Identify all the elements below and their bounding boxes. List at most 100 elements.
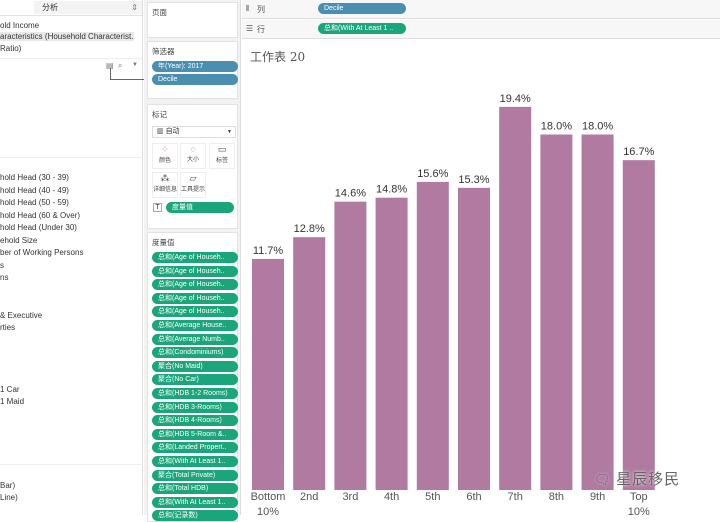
x-tick-label: 9th xyxy=(590,491,605,503)
data-label: 14.6% xyxy=(335,188,366,200)
filter-pill-decile[interactable]: Decile xyxy=(152,74,238,85)
filter-pill-year[interactable]: 年(Year): 2017 xyxy=(152,61,238,72)
pages-card[interactable]: 页面 xyxy=(147,2,238,38)
measure-pill[interactable]: 总和(HDB 5-Room &.. xyxy=(152,428,238,440)
x-tick-label: 5th xyxy=(425,491,440,503)
x-tick-label: Bottom xyxy=(251,491,286,503)
data-label: 19.4% xyxy=(500,93,531,105)
pane-tabs: 分析 ⇕ xyxy=(0,0,143,16)
divider xyxy=(0,464,143,465)
filters-card[interactable]: 筛选器 年(Year): 2017 Decile xyxy=(147,41,238,99)
measure-pill[interactable]: 聚合(No Maid) xyxy=(152,360,238,372)
field-item[interactable]: hold Head (50 - 59) xyxy=(0,198,69,207)
sort-icon[interactable]: ⇕ xyxy=(131,3,138,12)
detail-button[interactable]: ⁂ 详细信息 xyxy=(152,172,178,198)
bar[interactable] xyxy=(540,134,573,491)
measure-pill[interactable]: 总和(HDB 4-Rooms) xyxy=(152,415,238,427)
rows-label: 行 xyxy=(257,25,265,34)
measure-pill[interactable]: 总和(HDB 3-Rooms) xyxy=(152,401,238,413)
divider xyxy=(0,157,143,158)
tooltip-button[interactable]: ▱ 工具提示 xyxy=(180,172,206,198)
measure-pill[interactable]: 总和(Total HDB) xyxy=(152,483,238,495)
x-tick-label: Top xyxy=(630,491,648,503)
field-item[interactable]: Ratio) xyxy=(0,44,22,53)
bar[interactable] xyxy=(293,237,326,490)
connector-line xyxy=(110,79,148,80)
bar[interactable] xyxy=(458,187,490,490)
x-tick-label: 4th xyxy=(384,491,399,503)
bar[interactable] xyxy=(416,181,449,490)
columns-pill-decile[interactable]: Decile xyxy=(318,3,406,14)
measure-pill[interactable]: 总和(记录数) xyxy=(152,510,238,522)
field-item[interactable]: 1 Car xyxy=(0,385,20,394)
measure-pill[interactable]: 总和(Age of Househ.. xyxy=(152,265,238,277)
measure-pill[interactable]: 总和(Age of Househ.. xyxy=(152,306,238,318)
field-item[interactable]: old Income xyxy=(0,21,40,30)
field-item[interactable]: s xyxy=(0,261,4,270)
connector-line xyxy=(110,68,111,79)
size-button[interactable]: ◌ 大小 xyxy=(180,143,206,169)
field-item[interactable]: hold Head (40 - 49) xyxy=(0,186,69,195)
text-label-icon: T xyxy=(153,203,162,212)
data-label: 12.8% xyxy=(294,223,325,235)
bar[interactable] xyxy=(375,197,408,490)
watermark-logo: 🗨 星辰移民 xyxy=(594,468,680,489)
columns-label: 列 xyxy=(257,5,265,14)
measure-pill[interactable]: 总和(Age of Househ.. xyxy=(152,252,238,263)
measure-pill[interactable]: 总和(HDB 1-2 Rooms) xyxy=(152,388,238,399)
measure-pill[interactable]: 总和(Average Numb.. xyxy=(152,333,238,345)
x-tick-label: 7th xyxy=(508,491,523,503)
field-item[interactable]: hold Head (60 & Over) xyxy=(0,211,81,220)
measure-pill[interactable]: 总和(Average House.. xyxy=(152,320,238,331)
tab-label: 分析 xyxy=(42,3,58,12)
measure-pill[interactable]: 总和(With At Least 1.. xyxy=(152,496,238,508)
bar[interactable] xyxy=(334,201,367,490)
measure-pill[interactable]: 聚合(Total Private) xyxy=(152,469,238,481)
field-item[interactable]: hold Head (30 - 39) xyxy=(0,173,69,182)
measure-pill[interactable]: 总和(Landed Propert.. xyxy=(152,442,238,454)
measure-pill[interactable]: 聚合(No Car) xyxy=(152,374,238,386)
bar[interactable] xyxy=(499,106,532,490)
data-label: 11.7% xyxy=(253,245,284,257)
measure-pill[interactable]: 总和(Condominiums) xyxy=(152,347,238,359)
bar[interactable] xyxy=(252,258,284,490)
field-item[interactable]: hold Head (Under 30) xyxy=(0,223,77,232)
data-label: 16.7% xyxy=(623,146,654,158)
sheet-title: 工作表 20 xyxy=(250,50,306,64)
rows-pill-measure[interactable]: 总和(With At Least 1 .. xyxy=(318,23,406,34)
dropdown-arrow-icon[interactable]: ▼ xyxy=(132,62,138,68)
color-button[interactable]: ⁘ 颜色 xyxy=(152,143,178,169)
label-button[interactable]: ▭ 标签 xyxy=(209,143,235,169)
tab-analysis[interactable]: 分析 ⇕ xyxy=(34,1,142,14)
data-label: 15.3% xyxy=(458,174,489,186)
measure-pill[interactable]: 总和(Age of Househ.. xyxy=(152,279,238,291)
field-item[interactable]: Bar) xyxy=(0,481,16,490)
columns-shelf[interactable]: ⫴ 列 Decile xyxy=(242,0,720,19)
mark-type-value: 自动 xyxy=(165,128,180,135)
measure-values-label-pill[interactable]: 度量值 xyxy=(166,202,234,213)
field-item[interactable]: aracteristics (Household Characterist... xyxy=(0,32,134,41)
bar-chart: 11.7% Bottom 10% 12.8% 2nd 14.6% 3rd 14.8% 4th 15… xyxy=(246,93,716,515)
bar[interactable] xyxy=(622,160,655,491)
wechat-icon: 🗨 xyxy=(594,472,617,487)
grid-view-icon[interactable]: ▤ xyxy=(106,61,114,70)
bar[interactable] xyxy=(581,134,614,491)
field-item[interactable]: ehold Size xyxy=(0,236,38,245)
field-item[interactable]: Line) xyxy=(0,493,18,502)
data-label: 18.0% xyxy=(541,121,572,133)
mark-type-dropdown[interactable]: ▥ 自动 ▼ xyxy=(152,126,236,138)
measure-pill[interactable]: 总和(Age of Househ.. xyxy=(152,292,238,304)
field-item[interactable]: & Executive xyxy=(0,311,43,320)
field-item[interactable]: 1 Maid xyxy=(0,397,25,406)
x-tick-label: 8th xyxy=(549,491,564,503)
rows-shelf[interactable]: ☰ 行 总和(With At Least 1 .. xyxy=(242,20,720,39)
field-item[interactable]: ns xyxy=(0,273,9,282)
search-icon[interactable]: ⌕ xyxy=(118,61,123,70)
label-icon: ▭ xyxy=(217,144,227,154)
field-item[interactable]: rties xyxy=(0,323,16,332)
x-tick-label: 2nd xyxy=(300,491,318,503)
color-icon: ⁘ xyxy=(161,144,169,154)
rows-icon: ☰ xyxy=(246,24,254,33)
measure-pill[interactable]: 总和(With At Least 1.. xyxy=(152,456,238,467)
field-item[interactable]: ber of Working Persons xyxy=(0,248,84,257)
